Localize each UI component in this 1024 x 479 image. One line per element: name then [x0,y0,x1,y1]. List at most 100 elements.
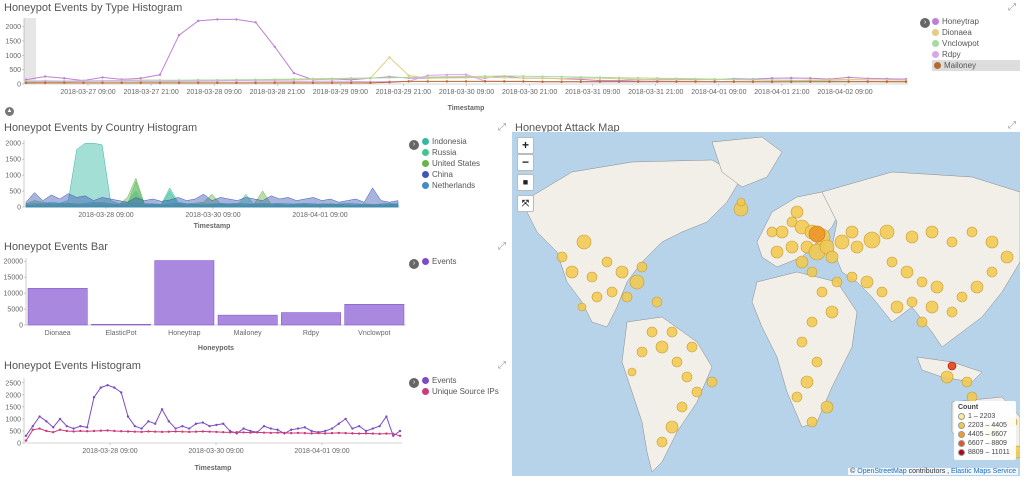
zoom-in-button[interactable]: + [517,137,534,154]
legend-item[interactable]: Vnclowpot [932,38,1020,49]
data-point [809,77,812,80]
x-tick-label: 2018-04-01 09:00 [294,448,349,455]
data-point [216,81,219,85]
data-point [273,78,276,81]
fit-bounds-button[interactable]: ⤧ [517,195,534,212]
x-tick-label: 2018-04-01 09:00 [691,89,746,96]
attack-point [676,401,688,413]
zoom-out-button[interactable]: − [517,154,534,171]
data-point [101,76,104,79]
legend-item[interactable]: Netherlands [422,180,510,191]
attack-point [925,300,939,314]
data-point [273,45,276,48]
world-map[interactable] [512,132,1020,476]
legend-item[interactable]: Rdpy [932,49,1020,60]
elastic-maps-link[interactable]: Elastic Maps Service [951,468,1016,475]
attack-point [770,245,784,259]
legend-item[interactable]: Events [422,256,510,267]
x-tick-label: 2018-03-31 09:00 [565,89,620,96]
legend-label: China [432,170,453,179]
attack-point [986,266,998,278]
data-point [296,427,300,430]
data-point [713,80,716,83]
expand-icon[interactable]: ⤢ [498,241,506,252]
attack-map[interactable]: + − ■ ⤧ Count 1 – 2203 2203 – 4405 4405 – … [512,132,1020,476]
legend-item[interactable]: Events [422,375,510,386]
data-point [385,415,388,418]
data-point [188,427,191,430]
y-tick-label: 1500 [5,404,21,411]
legend-item[interactable]: United States [422,158,510,169]
series-line [25,18,907,82]
data-point [330,431,334,435]
data-point [445,80,449,83]
legend-item[interactable]: Honeytrap [932,16,1020,27]
attack-point [970,280,984,294]
data-point [58,417,62,421]
y-tick-label: 20000 [4,259,24,266]
data-point [847,80,850,83]
data-point [828,80,831,83]
data-point [790,80,793,83]
expand-icon[interactable]: ⤢ [1008,2,1016,13]
collapse-row-icon[interactable]: ▲ [5,107,14,116]
data-point [310,429,313,433]
x-tick-label: 2018-03-31 21:00 [628,89,683,96]
legend-toggle-icon[interactable]: › [409,378,419,388]
data-point [292,81,296,85]
data-point [358,432,361,435]
data-point [177,81,181,85]
country-histogram-panel: Honeypot Events by Country Histogram ⤢ 0… [0,120,510,238]
attack-point [576,234,592,250]
data-point [201,430,204,433]
x-axis-title: Timestamp [194,223,231,230]
legend-toggle-icon[interactable]: › [409,259,419,269]
attack-point [651,296,663,308]
attack-point [636,346,648,358]
map-legend-label: 8809 – 11011 [968,449,1010,456]
data-point [503,80,506,83]
legend-toggle-icon[interactable]: › [920,18,930,28]
data-point [732,80,736,83]
events-histogram-title: Honeypot Events Histogram [4,360,141,372]
openstreetmap-link[interactable]: OpenStreetMap [857,468,907,475]
attack-point [916,276,928,288]
attack-point [795,255,809,269]
data-point [388,81,391,84]
expand-icon[interactable]: ⤢ [498,360,506,371]
legend-item[interactable]: Mailoney [932,60,1020,71]
data-point [847,76,850,79]
data-point [464,73,468,76]
attack-point [834,234,850,250]
data-point [303,426,306,429]
data-point [290,428,293,431]
expand-icon[interactable]: ⤢ [498,122,506,133]
bar [154,260,215,326]
legend-label: Events [432,376,457,385]
data-point [181,430,184,433]
bar [281,312,341,326]
type-histogram-chart: 0 500 1000 1500 2000 2018-03-27 09:00 2018-03-… [5,18,908,112]
map-legend-row: 4405 – 6607 [958,430,1012,439]
data-point [92,396,96,399]
data-point [866,80,869,83]
data-point [86,426,89,429]
legend-toggle-icon[interactable]: › [409,140,419,150]
expand-icon[interactable]: ⤢ [1008,120,1016,131]
legend-item[interactable]: Russia [422,147,510,158]
data-point [407,80,410,83]
attack-point [906,296,918,308]
data-point [196,81,200,85]
attack-point [655,340,669,354]
legend-item[interactable]: China [422,169,510,180]
legend-item[interactable]: Indonesia [422,136,510,147]
events-histogram-legend: Events Unique Source IPs [422,375,510,397]
attack-point [966,226,978,238]
data-point [133,424,136,428]
data-point [154,430,157,433]
legend-item[interactable]: Dionaea [932,27,1020,38]
data-point [174,430,177,433]
legend-item[interactable]: Unique Source IPs [422,386,510,397]
data-point [194,422,198,425]
draw-shape-button[interactable]: ■ [517,174,534,191]
